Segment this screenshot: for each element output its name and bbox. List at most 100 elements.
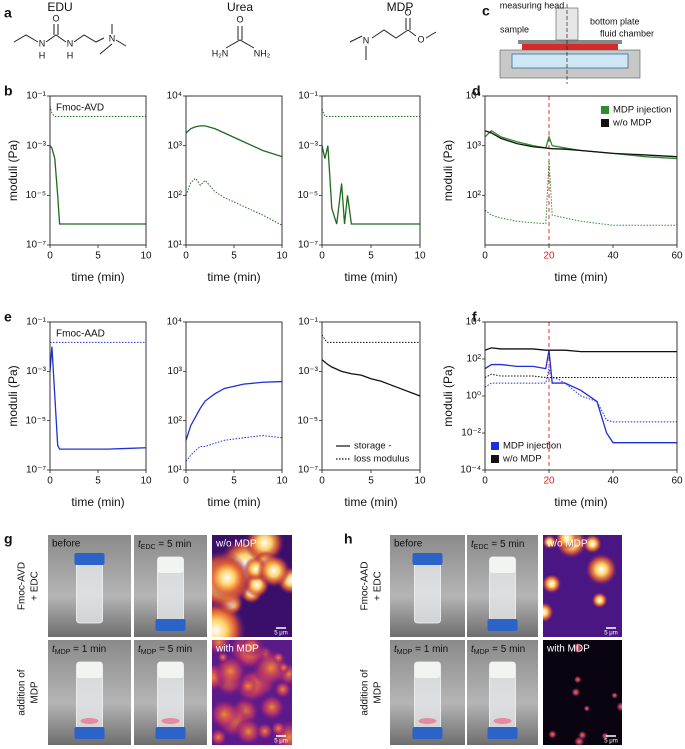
gel [489,557,516,573]
chart: 10⁻⁴ 10⁻² 10⁰ 10² 10⁴ 0 20 40 60 time (min) moduli… [441,317,683,510]
vial-cap [155,619,186,631]
y-tick-label: 10³ [467,140,482,151]
molecule-name: EDU [47,0,72,14]
y-tick-label: 10³ [168,366,183,377]
bond [45,34,67,43]
y-tick-label: 10⁻¹ [26,317,46,328]
annotation: Fmoc-AVD [56,103,104,114]
plot-frame [49,321,147,471]
vial-body [414,556,441,624]
molecule-urea: Urea O H₂N NH₂ [212,0,271,58]
row-label: + EDC [373,571,384,601]
x-tick-label: 60 [671,251,683,262]
vial-cap [487,727,518,739]
y-tick-label: 10² [168,415,183,426]
y-tick-label: 10⁻³ [26,140,46,151]
x-tick-label: 0 [183,251,189,262]
texture [616,701,622,712]
row-label: Fmoc-AAD [360,562,371,611]
y-tick-label: 10² [467,354,482,365]
panel-letter: g [4,531,13,547]
photo-label-part: t [471,539,475,550]
vial-body [76,556,103,624]
chart: 10⁻¹ 10⁻³ 10⁻⁵ 10⁻⁷0 5 10 time (min) moduli (Pa… [6,317,152,510]
panel-letter: h [344,531,353,547]
x-tick-label: 0 [183,476,189,487]
gel [414,662,441,678]
panel-letter: a [4,5,12,21]
vial-cap [155,727,186,739]
photo-label-part: t [52,644,56,655]
x-tick-label: 20 [543,476,555,487]
x-tick-label: 60 [671,476,683,487]
plot-frame [185,321,283,471]
plot-frame [484,95,678,246]
atom: NH₂ [254,48,271,58]
scale-label: 5 μm [274,631,287,637]
x-tick-label: 0 [482,476,488,487]
bond [99,43,113,55]
y-tick-label: 10² [467,190,482,201]
photo-label-part: = 5 min [156,644,192,655]
texture [257,554,291,588]
chart: 10¹ 10² 10³ 10⁴ 0 5 10 time (min) [167,317,288,510]
atom: N [39,38,46,48]
x-tick-label: 40 [607,251,619,262]
sample-tint [161,718,180,724]
texture [571,687,581,697]
chart: 10² 10³ 10⁴ 0 20 40 60 time (min) moduli (Pa) MDP… [441,91,683,285]
x-tick-label: 5 [231,251,237,262]
texture [234,717,263,745]
atom: O [417,34,424,44]
photo-label: tMDP = 5 min [138,644,192,657]
panel-letter: d [472,83,481,99]
texture [543,573,562,594]
texture [543,601,554,623]
y-axis-label: moduli (Pa) [6,140,20,201]
bond [225,39,255,49]
micrograph [212,640,292,745]
photo-label: before [52,539,81,550]
series-line [186,125,282,158]
legend-swatch [601,106,609,114]
atom: N [67,38,74,48]
legend-swatch [491,455,499,463]
series-line [50,145,146,225]
photo-label-part: = 5 min [489,539,525,550]
plot-area [485,129,677,226]
y-tick-label: 10⁻⁵ [297,190,318,201]
x-axis-label: time (min) [554,270,607,284]
series-line [186,380,282,441]
row-label: MDP [373,681,384,704]
x-tick-label: 0 [47,476,53,487]
y-tick-label: 10⁻¹ [298,91,318,102]
bond [115,39,127,47]
sample-tint [418,718,437,724]
legend-label: loss modulus [354,454,410,465]
annotation: Fmoc-AAD [56,329,105,340]
photo-label-part: t [471,644,475,655]
plot-area [322,334,420,397]
x-tick-label: 5 [368,251,374,262]
series-line [322,108,420,117]
y-axis-label: moduli (Pa) [441,140,455,201]
photo-label-part: = 5 min [156,539,192,550]
photo-label: before [394,539,423,550]
photo-label-part: MDP [55,649,71,656]
bond [407,29,417,37]
photo-label-part: MDP [141,649,157,656]
micrograph-bg [543,640,622,745]
y-tick-label: 10⁰ [466,391,481,402]
panel-letter: e [4,309,12,325]
texture [591,592,608,609]
y-tick-label: 10⁴ [167,317,182,328]
series-line [485,373,677,378]
atom: H [39,50,46,60]
row-label: MDP [30,681,41,704]
y-tick-label: 10⁻³ [298,366,318,377]
texture [270,720,287,737]
micrograph [543,535,622,637]
plot-frame [484,321,678,471]
y-tick-label: 10⁻¹ [26,91,46,102]
x-tick-label: 10 [414,476,426,487]
